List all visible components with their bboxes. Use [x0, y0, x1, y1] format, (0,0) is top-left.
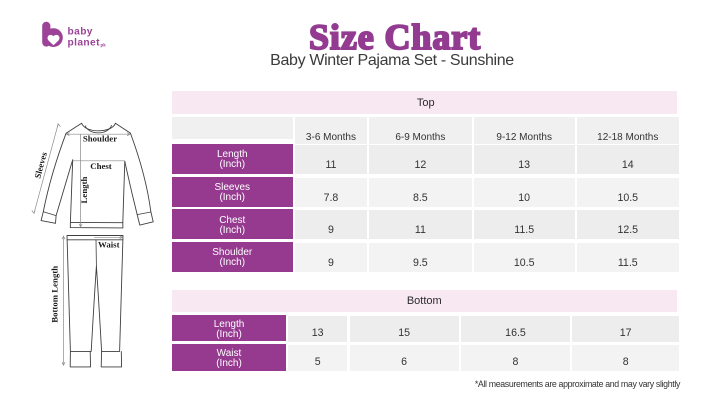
- svg-text:Bottom Length: Bottom Length: [49, 266, 59, 323]
- svg-text:Waist: Waist: [98, 239, 120, 249]
- svg-text:pk: pk: [101, 42, 107, 47]
- svg-text:Length: Length: [79, 176, 89, 203]
- svg-text:Sleeves: Sleeves: [32, 150, 49, 179]
- svg-text:Chest: Chest: [90, 161, 112, 171]
- svg-text:Shoulder: Shoulder: [83, 134, 117, 144]
- svg-text:baby: baby: [68, 27, 93, 38]
- svg-text:planet: planet: [68, 38, 101, 49]
